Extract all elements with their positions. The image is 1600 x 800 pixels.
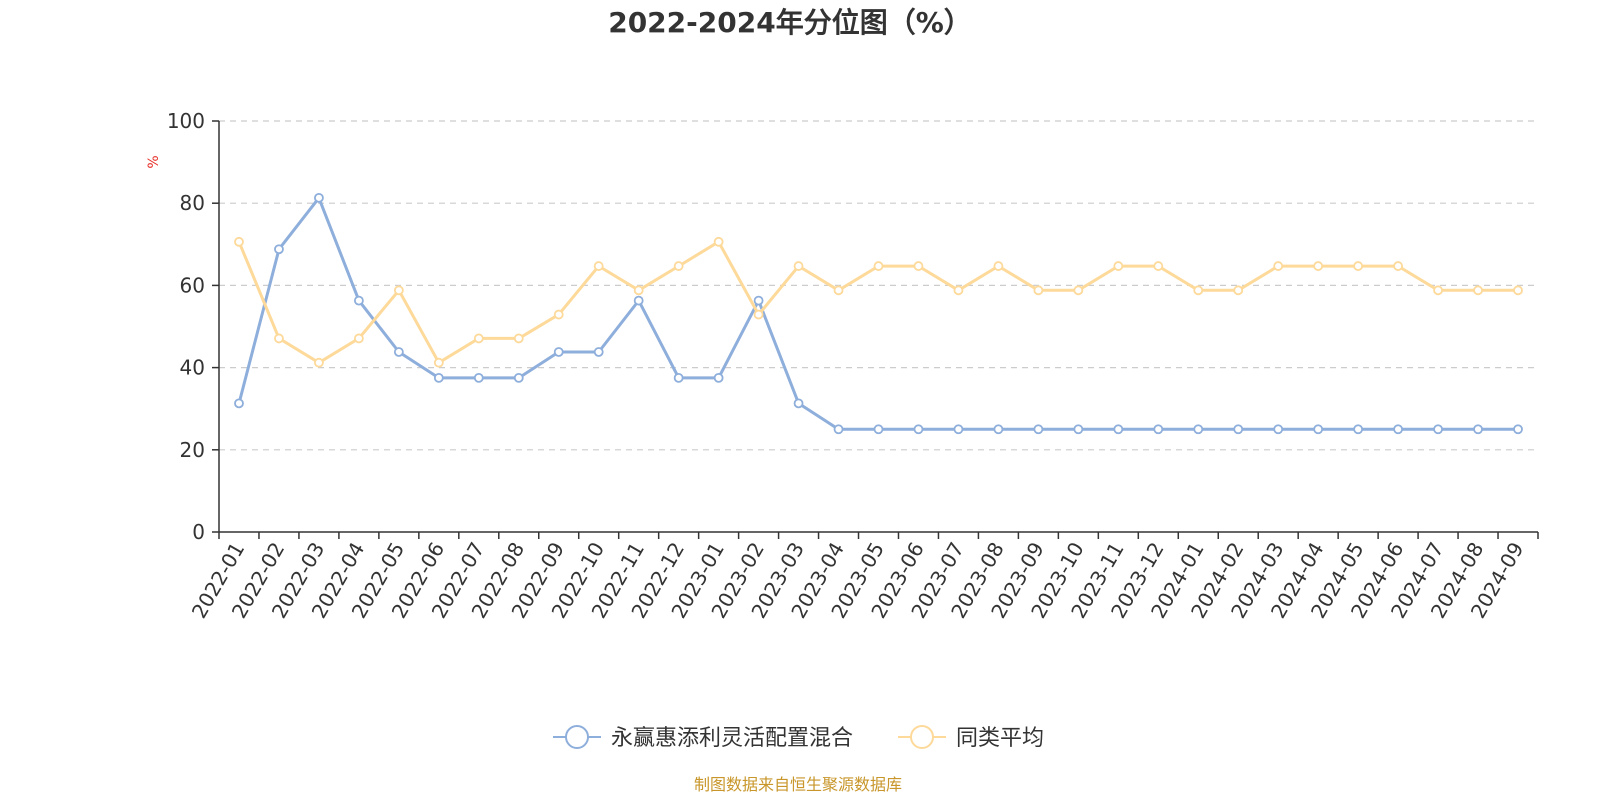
data-point[interactable] — [314, 357, 324, 368]
data-point[interactable] — [1313, 424, 1324, 435]
data-point[interactable] — [993, 261, 1004, 271]
data-point[interactable] — [274, 333, 284, 344]
data-point[interactable] — [793, 398, 804, 409]
data-point[interactable] — [393, 285, 404, 296]
data-point[interactable] — [513, 372, 524, 383]
y-tick-label: 100 — [167, 109, 205, 133]
data-point[interactable] — [673, 261, 684, 271]
data-point[interactable] — [1353, 261, 1364, 271]
data-point[interactable] — [673, 372, 684, 383]
data-point[interactable] — [1313, 261, 1324, 271]
data-point[interactable] — [1513, 424, 1523, 435]
gridlines — [219, 120, 1538, 451]
data-point[interactable] — [473, 333, 484, 344]
data-point[interactable] — [833, 285, 844, 296]
data-point[interactable] — [353, 333, 364, 344]
data-point[interactable] — [1113, 424, 1124, 435]
data-point[interactable] — [1473, 285, 1483, 296]
data-point[interactable] — [1233, 285, 1244, 296]
data-point[interactable] — [713, 236, 724, 247]
data-point[interactable] — [1513, 285, 1523, 296]
legend-label: 永赢惠添利灵活配置混合 — [611, 726, 853, 751]
data-point[interactable] — [953, 285, 964, 296]
y-axis-unit: % — [146, 155, 162, 168]
data-point[interactable] — [1433, 285, 1443, 296]
data-point[interactable] — [353, 295, 364, 306]
data-point[interactable] — [234, 236, 244, 247]
data-point[interactable] — [1073, 285, 1084, 296]
legend[interactable]: 永赢惠添利灵活配置混合 同类平均 — [553, 725, 1044, 751]
y-tick-label: 0 — [192, 520, 205, 544]
data-point[interactable] — [433, 372, 444, 383]
data-point[interactable] — [1473, 424, 1483, 435]
data-point[interactable] — [393, 347, 404, 357]
data-point[interactable] — [513, 333, 524, 344]
data-point[interactable] — [713, 372, 724, 383]
legend-marker-icon — [565, 725, 589, 749]
data-point[interactable] — [1193, 424, 1204, 435]
data-point[interactable] — [913, 424, 924, 435]
data-point[interactable] — [993, 424, 1004, 435]
data-point[interactable] — [753, 295, 764, 306]
data-point[interactable] — [1033, 285, 1044, 296]
data-point[interactable] — [274, 244, 284, 255]
data-point[interactable] — [1393, 261, 1404, 271]
data-point[interactable] — [433, 357, 444, 368]
data-point[interactable] — [1073, 424, 1084, 435]
legend-item-2[interactable]: 同类平均 — [898, 725, 1044, 751]
data-point[interactable] — [873, 424, 884, 435]
data-point[interactable] — [473, 372, 484, 383]
data-point[interactable] — [953, 424, 964, 435]
y-tick-label: 40 — [180, 356, 205, 380]
data-point[interactable] — [833, 424, 844, 435]
data-point[interactable] — [793, 261, 804, 271]
data-point[interactable] — [234, 398, 244, 409]
data-point[interactable] — [593, 347, 604, 357]
data-point[interactable] — [633, 295, 644, 306]
y-tick-label: 80 — [180, 191, 205, 215]
data-point[interactable] — [1033, 424, 1044, 435]
chart-title: 2022-2024年分位图（%） — [608, 6, 972, 39]
y-tick-label: 60 — [180, 273, 205, 297]
data-point[interactable] — [1113, 261, 1124, 271]
data-point[interactable] — [1233, 424, 1244, 435]
series-lines — [234, 192, 1523, 435]
axes: 0204060801002022-012022-022022-032022-04… — [167, 109, 1539, 622]
data-point[interactable] — [1393, 424, 1404, 435]
y-tick-label: 20 — [180, 438, 205, 462]
data-point[interactable] — [633, 285, 644, 296]
data-point[interactable] — [593, 261, 604, 271]
data-point[interactable] — [1153, 424, 1164, 435]
series-line-2 — [237, 240, 1518, 365]
data-point[interactable] — [873, 261, 884, 271]
data-point[interactable] — [1433, 424, 1443, 435]
data-point[interactable] — [1353, 424, 1364, 435]
data-point[interactable] — [1273, 261, 1284, 271]
data-point[interactable] — [553, 347, 564, 357]
legend-label: 同类平均 — [956, 726, 1044, 751]
data-point[interactable] — [314, 192, 324, 203]
legend-marker-icon — [910, 725, 934, 749]
data-point[interactable] — [1193, 285, 1204, 296]
data-point[interactable] — [1153, 261, 1164, 271]
series-line-1 — [237, 196, 1518, 431]
data-point[interactable] — [913, 261, 924, 271]
data-point[interactable] — [1273, 424, 1284, 435]
data-point[interactable] — [753, 309, 764, 320]
data-point[interactable] — [553, 309, 564, 320]
source-note: 制图数据来自恒生聚源数据库 — [694, 775, 902, 794]
legend-item-1[interactable]: 永赢惠添利灵活配置混合 — [553, 725, 853, 751]
